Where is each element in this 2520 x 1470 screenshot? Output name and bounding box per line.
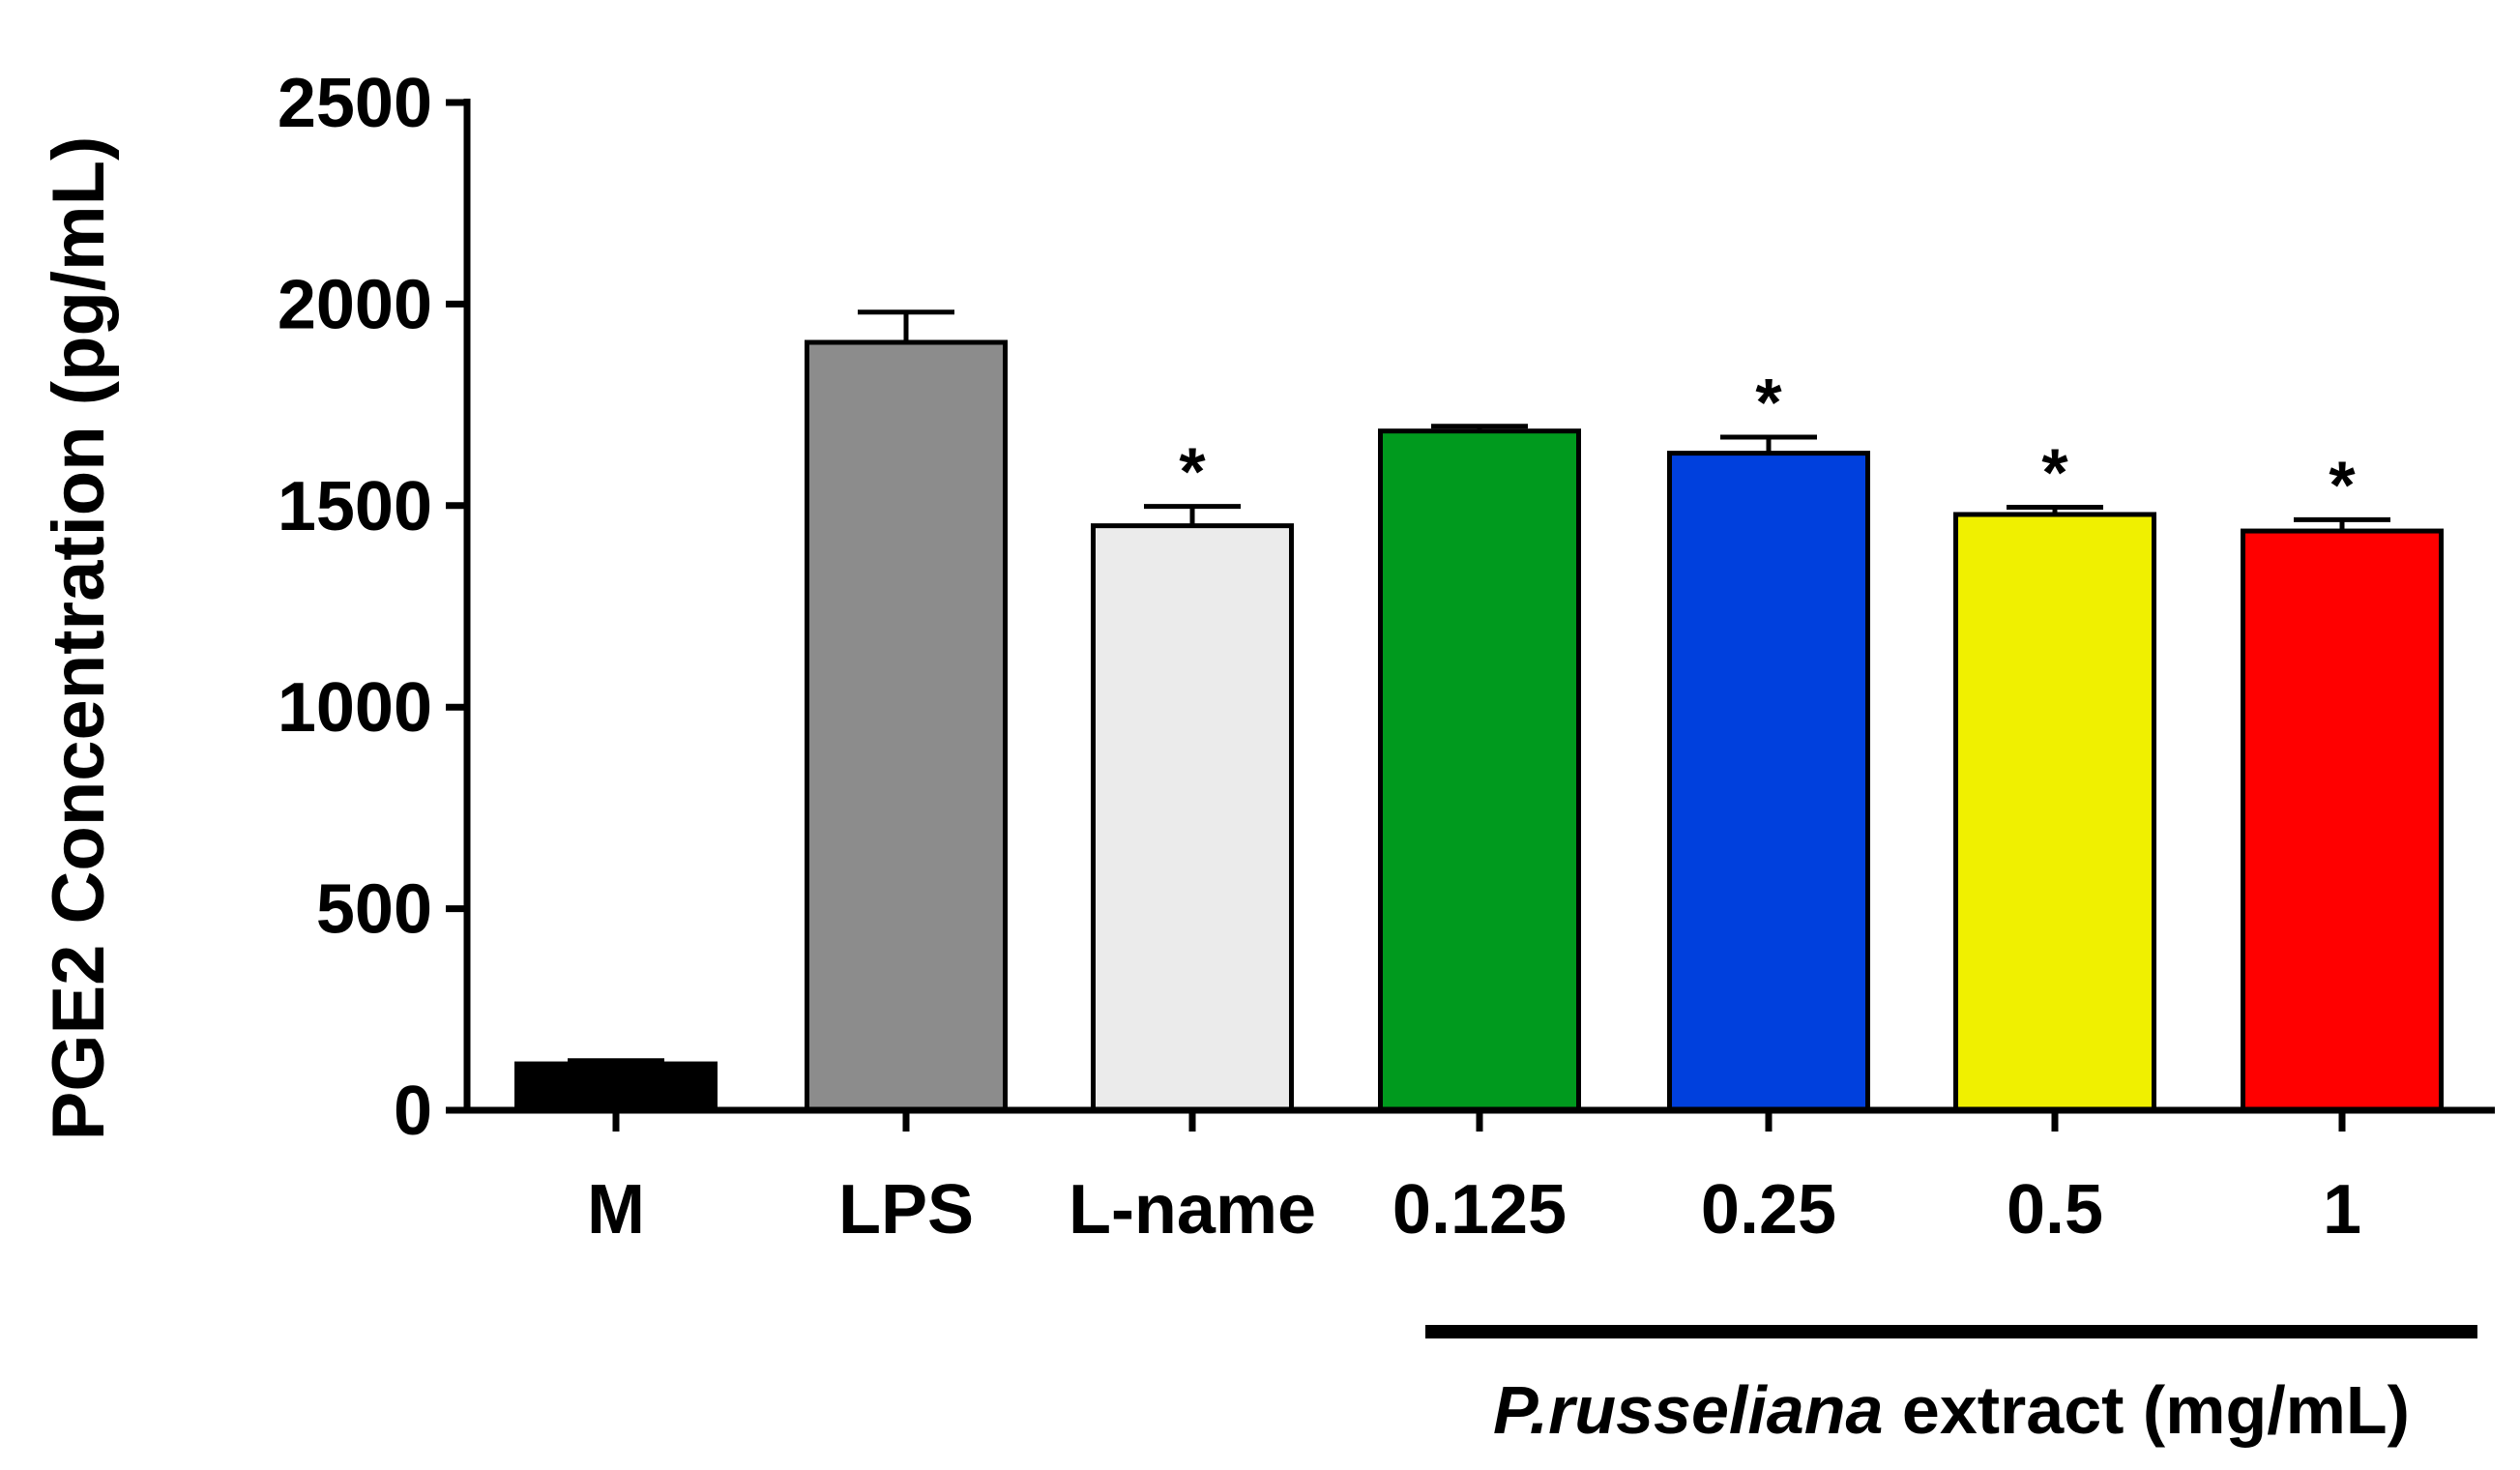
significance-mark: * xyxy=(2041,434,2068,510)
bar xyxy=(1667,451,1870,1113)
category-label: 1 xyxy=(2323,1171,2361,1249)
bar xyxy=(2241,528,2444,1113)
x-axis xyxy=(463,1106,2495,1132)
group-label: P.russeliana extract (mg/mL) xyxy=(1493,1372,2410,1448)
category-label: 0.25 xyxy=(1701,1171,1836,1249)
bar xyxy=(514,1061,718,1113)
y-tick-label: 1500 xyxy=(278,468,432,545)
bar xyxy=(1378,428,1581,1113)
group-label-species: P.russeliana xyxy=(1493,1372,1883,1448)
category-label: LPS xyxy=(838,1171,974,1249)
category-label: 0.125 xyxy=(1392,1171,1567,1249)
category-label: M xyxy=(587,1171,645,1249)
y-axis: 0 500 1000 1500 2000 2500 xyxy=(278,65,471,1150)
bar xyxy=(805,339,1008,1113)
significance-mark: * xyxy=(2329,447,2356,522)
category-labels: M LPS L-name 0.125 0.25 0.5 1 xyxy=(587,1171,2361,1249)
bars: * * * * xyxy=(514,309,2444,1113)
y-tick-label: 2500 xyxy=(278,65,432,142)
significance-mark: * xyxy=(1755,365,1782,440)
bar xyxy=(1953,512,2156,1113)
y-tick-label: 1000 xyxy=(278,669,432,747)
y-tick-label: 2000 xyxy=(278,266,432,343)
y-axis-title: PGE2 Concentration (pg/mL) xyxy=(38,136,120,1141)
group-label-unit: extract (mg/mL) xyxy=(1883,1372,2410,1448)
category-label: L-name xyxy=(1069,1171,1316,1249)
bar xyxy=(1091,523,1294,1113)
category-label: 0.5 xyxy=(2007,1171,2103,1249)
y-tick-label: 0 xyxy=(394,1073,432,1150)
y-tick-label: 500 xyxy=(316,871,432,949)
significance-mark: * xyxy=(1179,434,1206,510)
